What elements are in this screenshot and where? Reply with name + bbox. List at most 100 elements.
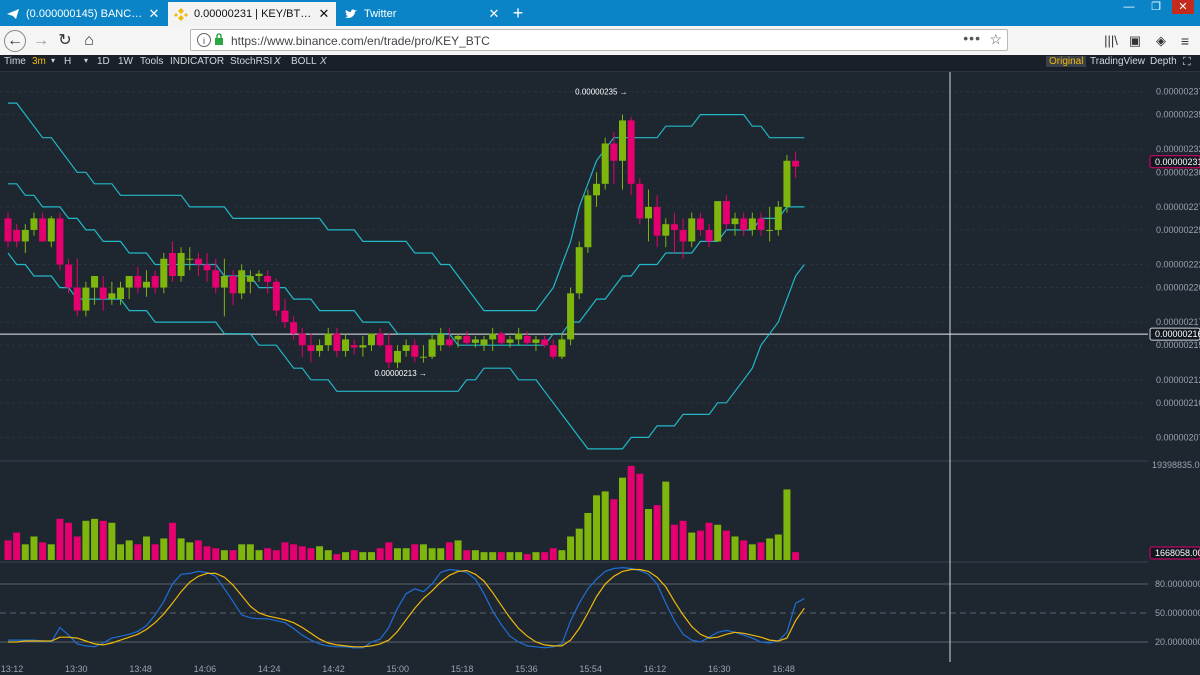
interval-1d-button[interactable]: 1D	[97, 56, 110, 67]
tab-banca[interactable]: (0.000000145) BANCA BANCA t ✕	[0, 2, 166, 26]
remove-stochrsi-button[interactable]: X	[274, 56, 281, 67]
candle-body	[644, 206, 652, 219]
candle-body	[117, 287, 125, 300]
candle-body	[168, 252, 176, 277]
close-icon[interactable]: ✕	[488, 6, 500, 21]
volume-bar	[4, 540, 12, 560]
close-icon[interactable]: ✕	[148, 6, 160, 21]
depth-button[interactable]: Depth	[1150, 56, 1177, 67]
candle-body	[489, 333, 497, 340]
bollinger-upper-line	[8, 102, 805, 312]
time-tick-label: 15:54	[579, 664, 602, 674]
volume-bar	[705, 522, 713, 560]
home-button[interactable]: ⌂	[84, 32, 94, 49]
interval-3m-button[interactable]: 3m	[32, 56, 46, 67]
menu-icon[interactable]: ≡	[1180, 33, 1190, 49]
volume-bar	[515, 552, 523, 560]
chevron-down-icon[interactable]: ▾	[84, 56, 89, 65]
volume-bar	[419, 544, 427, 560]
tab-label: 0.00000231 | KEY/BTC | Buy Sell	[194, 8, 316, 20]
interval-1w-button[interactable]: 1W	[118, 56, 133, 67]
candle-body	[506, 339, 514, 343]
volume-bar	[549, 548, 557, 560]
remove-boll-button[interactable]: X	[320, 56, 327, 67]
info-icon[interactable]: i	[197, 33, 211, 47]
sidebar-icon[interactable]: ▣	[1128, 33, 1142, 48]
candle-body	[454, 335, 462, 340]
back-button[interactable]: ←	[4, 30, 26, 52]
volume-bar	[333, 554, 341, 560]
volume-bar	[151, 544, 159, 560]
chevron-down-icon[interactable]: ▾	[51, 56, 56, 65]
volume-bar	[532, 552, 540, 560]
volume-bar	[385, 542, 393, 560]
candle-body	[497, 333, 505, 343]
candle-body	[151, 276, 159, 288]
bookmark-star-icon[interactable]: ☆	[989, 31, 1002, 47]
volume-bar	[21, 544, 29, 560]
candle-body	[281, 310, 289, 323]
interval-h-button[interactable]: H	[64, 56, 72, 67]
bollinger-lower-line	[7, 252, 805, 450]
close-icon[interactable]: ✕	[318, 6, 330, 21]
volume-bar	[13, 532, 21, 560]
volume-bars	[4, 465, 800, 560]
candle-body	[411, 345, 419, 357]
volume-bar	[47, 544, 55, 560]
volume-bar	[39, 542, 47, 560]
page-actions-icon[interactable]: •••	[963, 30, 981, 46]
original-view-button[interactable]: Original	[1046, 56, 1087, 67]
volume-bar	[731, 536, 739, 560]
volume-bar	[489, 552, 497, 560]
stoch-d-line	[8, 568, 805, 648]
volume-bar	[246, 544, 254, 560]
volume-bar	[168, 522, 176, 560]
candle-body	[73, 287, 81, 311]
url-bar[interactable]: i https://www.binance.com/en/trade/pro/K…	[190, 29, 1008, 51]
volume-bar	[766, 538, 774, 560]
candle-body	[359, 345, 367, 348]
crosshair-price-label: 0.00000216	[1155, 329, 1200, 339]
candle-body	[264, 276, 272, 282]
volume-bar	[376, 548, 384, 560]
candle-body	[376, 333, 384, 346]
volume-bar	[627, 465, 635, 560]
reload-button[interactable]: ↻	[58, 32, 72, 49]
library-icon[interactable]: |||\	[1104, 33, 1118, 48]
extension-icon[interactable]: ◈	[1156, 33, 1166, 48]
volume-bar	[428, 548, 436, 560]
telegram-send-icon	[6, 7, 20, 21]
candle-body	[541, 339, 549, 346]
close-window-button[interactable]: ✕	[1172, 0, 1194, 14]
candle-body	[99, 287, 107, 300]
tools-button[interactable]: Tools	[140, 56, 164, 67]
volume-bar	[558, 550, 566, 560]
candle-body	[567, 293, 575, 340]
minimize-button[interactable]: —	[1123, 1, 1135, 13]
tradingview-button[interactable]: TradingView	[1090, 56, 1146, 67]
candle-body	[584, 195, 592, 248]
volume-bar	[541, 552, 549, 560]
fullscreen-icon[interactable]: ⛶	[1183, 56, 1191, 68]
time-tick-label: 14:06	[194, 664, 217, 674]
tab-twitter[interactable]: Twitter ✕	[338, 2, 506, 26]
maximize-button[interactable]: ❐	[1151, 1, 1161, 13]
candle-body	[350, 345, 358, 348]
volume-current-label: 1668058.00	[1155, 548, 1200, 558]
volume-bar	[497, 552, 505, 560]
price-tick-label: 0.00000227	[1156, 202, 1200, 212]
candle-body	[575, 247, 583, 294]
time-button[interactable]: Time	[4, 56, 26, 67]
volume-bar	[480, 552, 488, 560]
price-tick-label: 0.00000207	[1156, 432, 1200, 442]
boll-label: BOLL	[291, 56, 317, 67]
candlestick-chart[interactable]: 0.00000237 0.00000235 0.00000232 0.00000230…	[0, 72, 1200, 675]
volume-bar	[160, 538, 168, 560]
new-tab-button[interactable]: +	[512, 3, 524, 23]
volume-bar	[117, 544, 125, 560]
tab-key-btc[interactable]: 0.00000231 | KEY/BTC | Buy Sell ✕	[168, 2, 336, 26]
indicator-button[interactable]: INDICATOR	[170, 56, 225, 67]
volume-bar	[471, 550, 479, 560]
forward-button[interactable]: →	[33, 32, 49, 49]
bollinger-middle-line	[8, 183, 805, 346]
